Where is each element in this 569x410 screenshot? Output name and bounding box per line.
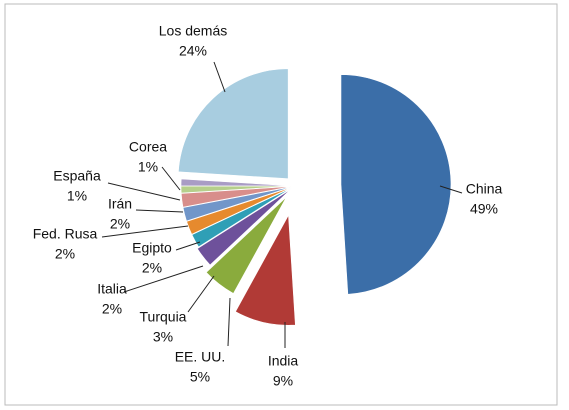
- leader-line: [213, 61, 226, 93]
- slice-label: EE. UU.: [175, 349, 226, 365]
- leader-line: [187, 275, 215, 313]
- slice-label: Turquia: [140, 309, 187, 325]
- slice-label: España: [53, 168, 101, 184]
- leader-line: [439, 185, 463, 194]
- pie-slice: [180, 186, 292, 208]
- pie-slice: [191, 187, 292, 248]
- slice-label: Los demás: [159, 23, 227, 39]
- slice-label: Corea: [129, 139, 167, 155]
- slice-label: India: [268, 353, 299, 369]
- slice-value-label: 2%: [102, 301, 122, 317]
- slice-value-label: 1%: [67, 188, 87, 204]
- leader-line: [123, 265, 204, 293]
- slice-value-label: 2%: [110, 216, 130, 232]
- leader-line: [175, 241, 201, 251]
- labels: China 49% India 9% EE. UU. 5% Turquia 3% Italia 2…: [33, 23, 503, 389]
- slice-label: Irán: [108, 196, 132, 212]
- leader-line: [227, 297, 231, 347]
- slice-value-label: 1%: [138, 159, 158, 175]
- pie-slice: [180, 178, 292, 187]
- pie-slice: [182, 186, 292, 222]
- leader-line: [135, 209, 184, 213]
- leader-line: [107, 182, 181, 201]
- slices: [178, 68, 452, 326]
- pie-slice: [196, 189, 291, 266]
- slice-label: Egipto: [132, 240, 172, 256]
- slice-label: Fed. Rusa: [33, 226, 98, 242]
- slice-label: China: [466, 181, 503, 197]
- slice-label: Italia: [97, 281, 127, 297]
- pie-slice: [178, 68, 289, 180]
- slice-value-label: 24%: [179, 43, 207, 59]
- slice-value-label: 9%: [273, 373, 293, 389]
- slice-value-label: 49%: [470, 201, 498, 217]
- leader-line: [161, 166, 181, 191]
- pie-slice: [340, 74, 452, 295]
- slice-value-label: 3%: [153, 329, 173, 345]
- slice-value-label: 2%: [55, 246, 75, 262]
- pie-slice: [186, 187, 292, 235]
- slice-value-label: 2%: [142, 260, 162, 276]
- leader-line: [101, 225, 189, 238]
- slice-value-label: 5%: [190, 369, 210, 385]
- pie-slice: [235, 214, 296, 326]
- pie-slice: [205, 196, 287, 294]
